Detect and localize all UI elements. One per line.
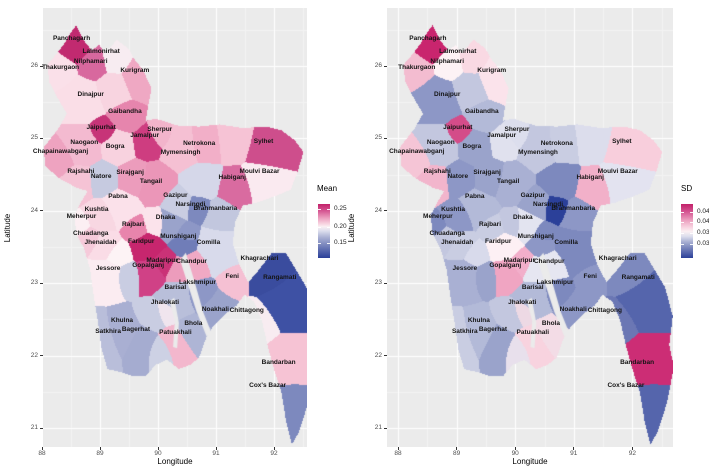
y-tick-label: 26 — [374, 61, 382, 69]
x-tick-mark — [157, 447, 159, 450]
x-tick-mark — [99, 447, 101, 450]
x-tick-label: 88 — [38, 450, 46, 457]
x-tick-mark — [397, 447, 399, 450]
x-tick-mark — [573, 447, 575, 450]
x-tick-label: 92 — [270, 450, 278, 457]
y-tick-label: 23 — [30, 278, 38, 286]
y-tick-label: 23 — [374, 278, 382, 286]
legend-title-sd: SD — [681, 184, 693, 193]
y-axis-title-sd: Latitude — [347, 213, 356, 242]
legend-title-mean: Mean — [317, 184, 338, 193]
map-panel-mean — [43, 8, 307, 447]
legend-colorbar-mean — [318, 204, 330, 258]
y-tick-label: 21 — [374, 423, 382, 431]
x-tick-label: 91 — [212, 450, 220, 457]
legend-tick-label: 0.040 — [697, 217, 709, 225]
x-axis-title-sd: Longitude — [512, 457, 548, 466]
legend-tick-label: 0.25 — [334, 204, 347, 212]
bangladesh-map-mean — [43, 8, 307, 447]
x-tick-mark — [273, 447, 275, 450]
y-tick-label: 21 — [30, 423, 38, 431]
legend-tick-label: 0.035 — [697, 228, 709, 236]
legend-tick-label: 0.20 — [334, 222, 347, 230]
legend-tick-label: 0.045 — [697, 207, 709, 215]
y-axis-title-mean: Latitude — [3, 213, 12, 242]
y-tick-label: 25 — [30, 134, 38, 142]
x-tick-label: 91 — [570, 450, 578, 457]
map-panel-sd — [387, 8, 673, 447]
bangladesh-map-sd — [387, 8, 673, 447]
y-tick-label: 24 — [30, 206, 38, 214]
x-tick-label: 92 — [628, 450, 637, 457]
x-axis-title-mean: Longitude — [157, 457, 193, 466]
x-tick-label: 89 — [96, 450, 104, 457]
x-tick-label: 88 — [394, 450, 402, 457]
x-tick-mark — [514, 447, 516, 450]
x-tick-mark — [215, 447, 217, 450]
x-tick-mark — [631, 447, 633, 450]
y-tick-label: 26 — [30, 61, 38, 69]
x-tick-label: 89 — [452, 450, 461, 457]
x-tick-mark — [41, 447, 43, 450]
legend-tick-label: 0.15 — [334, 238, 347, 246]
y-tick-label: 22 — [374, 351, 382, 359]
y-tick-label: 25 — [374, 134, 382, 142]
y-tick-label: 24 — [374, 206, 382, 214]
x-tick-mark — [456, 447, 458, 450]
legend-tick-label: 0.030 — [697, 239, 709, 247]
y-tick-label: 22 — [30, 351, 38, 359]
legend-colorbar-sd — [681, 204, 693, 258]
